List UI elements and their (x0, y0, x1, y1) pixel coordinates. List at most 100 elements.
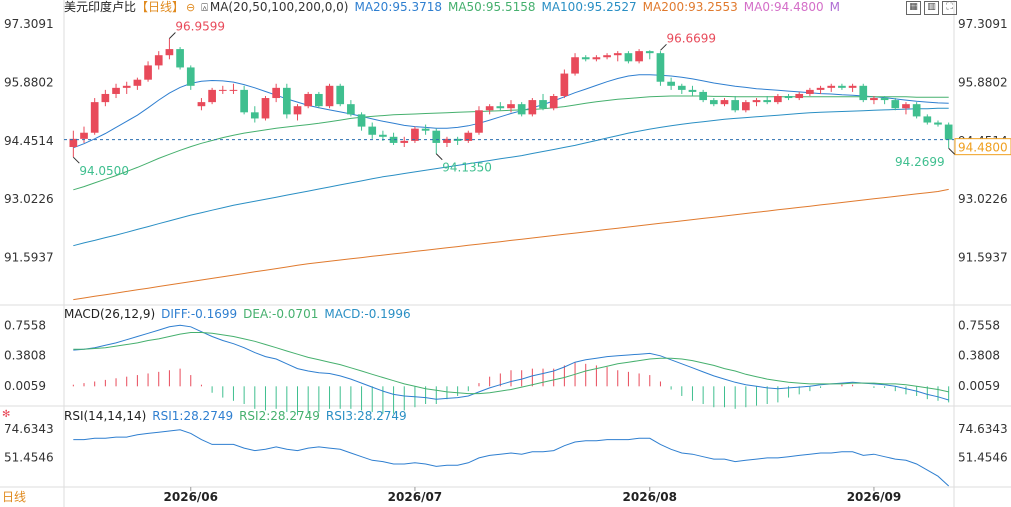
rsi-y-tick-left: 74.6343 (4, 422, 54, 436)
candle-body (560, 73, 569, 97)
candle-body (742, 102, 750, 111)
ma50-value: MA50:95.5158 (447, 0, 536, 14)
alert-icon[interactable]: ✻ (2, 409, 11, 420)
candle-body (795, 93, 804, 99)
candle-body (112, 87, 120, 94)
candle-body (827, 85, 836, 88)
macd-dea-value: DEA:-0.0701 (243, 307, 319, 321)
candle-body (197, 102, 206, 107)
candle-body (229, 89, 238, 91)
period-label[interactable]: 【日线】 (136, 0, 185, 14)
candle-body (806, 89, 814, 94)
layout-icon[interactable]: ▥ (924, 1, 939, 15)
price-y-tick-right: 95.8802 (958, 76, 1008, 90)
macd-label[interactable]: MACD(26,12,9) (64, 307, 156, 321)
x-tick-label: 2026/08 (623, 490, 677, 504)
rsi1-value: RSI1:28.2749 (152, 409, 234, 423)
ma200-line (73, 188, 949, 301)
price-legend: 美元印度卢比【日线】 ⊖ ⍓ MA(20,50,100,200,0,0) MA20:95… (64, 0, 846, 15)
rsi-y-tick-right: 74.6343 (958, 422, 1008, 436)
candle-body (699, 91, 707, 101)
macd-y-tick-left: 0.0059 (4, 379, 46, 393)
candle-body (656, 53, 665, 82)
rsi-line (73, 429, 950, 487)
high-annotation: 96.9599 (175, 19, 225, 33)
annotation-pointer (72, 156, 80, 164)
candle-body (902, 104, 910, 109)
candle-body (859, 85, 868, 101)
candle-body (848, 85, 857, 88)
candle-body (144, 65, 152, 80)
macd-y-tick-right: 0.3808 (958, 349, 1000, 363)
candle-body (677, 85, 686, 90)
candle-body (411, 128, 419, 141)
candle-body (485, 106, 494, 111)
macd-y-tick-left: 0.3808 (4, 349, 46, 363)
more-ma-button[interactable]: M (829, 0, 840, 14)
candle-body (101, 93, 110, 103)
candle-body (261, 98, 270, 119)
rsi3-value: RSI3:28.2749 (325, 409, 407, 423)
x-tick-label: 2026/09 (847, 490, 901, 504)
candle-body (250, 112, 259, 119)
candle-body (731, 100, 740, 111)
settings-icon[interactable]: ⊖ (186, 1, 196, 14)
instrument-title: 美元印度卢比 (64, 0, 137, 14)
annotation-pointer (435, 153, 443, 161)
ma0-value: MA0:94.4800 (743, 0, 824, 14)
candle-body (443, 138, 451, 143)
annotation-pointer (948, 147, 956, 155)
ma200-value: MA200:93.2553 (642, 0, 738, 14)
current-price-badge (954, 138, 1011, 156)
low-annotation: 94.2699 (895, 155, 945, 169)
candle-body (282, 87, 291, 115)
ma100-value: MA100:95.2527 (541, 0, 637, 14)
candle-body (603, 55, 611, 58)
candle-body (357, 114, 366, 127)
candle-body (880, 98, 889, 101)
fullscreen-icon[interactable]: ⛶ (942, 1, 957, 15)
candle-body (208, 89, 216, 103)
rsi2-value: RSI2:28.2749 (239, 409, 320, 423)
candle-body (133, 79, 142, 86)
price-y-tick-left: 91.5937 (4, 250, 54, 264)
candle-body (549, 96, 558, 109)
macd-legend: MACD(26,12,9) DIFF:-0.1699 DEA:-0.0701 MACD… (64, 307, 417, 321)
macd-y-tick-left: 0.7558 (4, 319, 46, 333)
rsi-y-tick-right: 51.4546 (958, 450, 1008, 464)
candle-body (315, 93, 323, 107)
rsi-label[interactable]: RSI(14,14,14) (64, 409, 147, 423)
grid-icon[interactable]: ▦ (906, 1, 921, 15)
candle-body (379, 134, 387, 137)
ma-label[interactable]: MA(20,50,100,200,0,0) (209, 0, 349, 14)
candle-body (571, 57, 579, 74)
candle-body (154, 55, 163, 66)
period-tab[interactable]: 日线 (2, 490, 27, 504)
candle-body (635, 51, 643, 62)
high-annotation: 96.6699 (666, 31, 716, 45)
candle-body (528, 100, 537, 115)
candle-body (80, 132, 88, 139)
candle-body (368, 126, 377, 135)
macd-y-tick-right: 0.7558 (958, 319, 1000, 333)
candle-body (688, 89, 697, 92)
price-y-tick-right: 93.0226 (958, 192, 1008, 206)
candle-body (421, 128, 430, 131)
indicator-icon[interactable]: ⍓ (201, 1, 208, 14)
x-tick-label: 2026/06 (164, 490, 218, 504)
macd-diff-value: DIFF:-0.1699 (161, 307, 238, 321)
candle-body (496, 106, 505, 109)
candle-body (870, 98, 878, 101)
candle-body (453, 138, 462, 141)
rsi-y-tick-left: 51.4546 (4, 450, 54, 464)
candle-body (539, 100, 547, 109)
candle-body (816, 87, 825, 90)
candle-body (336, 85, 345, 105)
candle-body (400, 140, 409, 143)
candle-body (934, 122, 942, 125)
candle-body (475, 110, 483, 133)
candle-body (774, 96, 782, 103)
candle-body (752, 100, 761, 103)
price-y-tick-right: 97.3091 (958, 17, 1008, 31)
